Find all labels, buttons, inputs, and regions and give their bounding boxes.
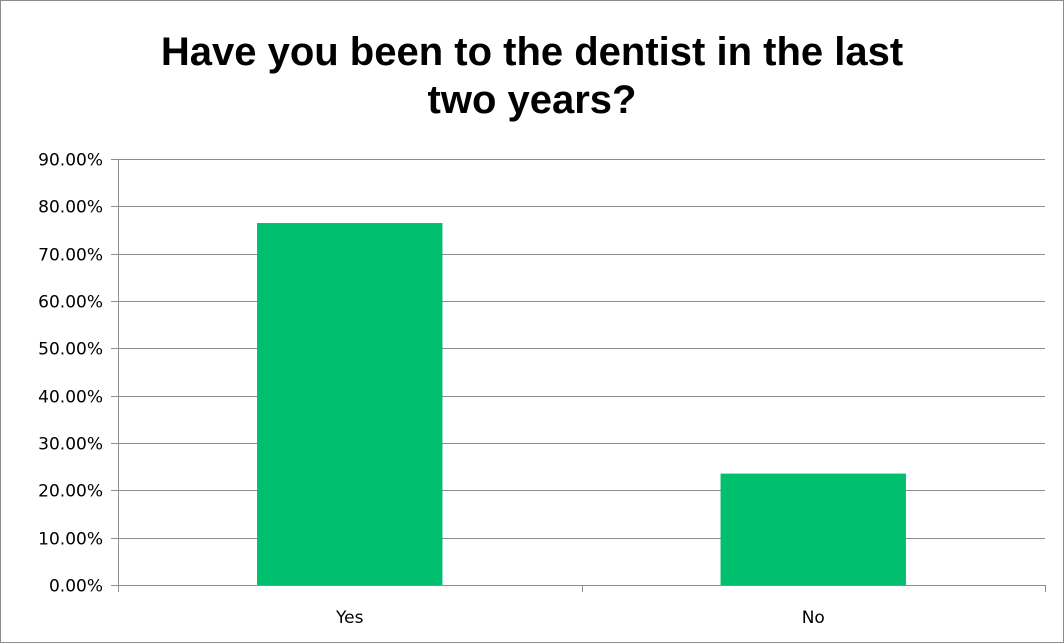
y-tick-label: 90.00%	[38, 151, 103, 171]
y-tick-label: 0.00%	[49, 577, 103, 597]
chart-title-line-2: two years?	[427, 78, 637, 122]
x-tick-label: No	[802, 608, 825, 628]
bar-yes	[257, 223, 443, 586]
chart-title-line-1: Have you been to the dentist in the last	[160, 30, 904, 74]
bar-no	[720, 473, 906, 585]
chart-title: Have you been to the dentist in the last…	[0, 28, 1064, 124]
y-tick-label: 30.00%	[38, 435, 103, 455]
y-tick-label: 80.00%	[38, 198, 103, 218]
x-tick-label: Yes	[335, 608, 364, 628]
y-tick-label: 20.00%	[38, 482, 103, 502]
y-tick-label: 60.00%	[38, 293, 103, 313]
y-tick-label: 40.00%	[38, 388, 103, 408]
y-tick-label: 70.00%	[38, 246, 103, 266]
y-tick-label: 10.00%	[38, 530, 103, 550]
y-tick-label: 50.00%	[38, 340, 103, 360]
